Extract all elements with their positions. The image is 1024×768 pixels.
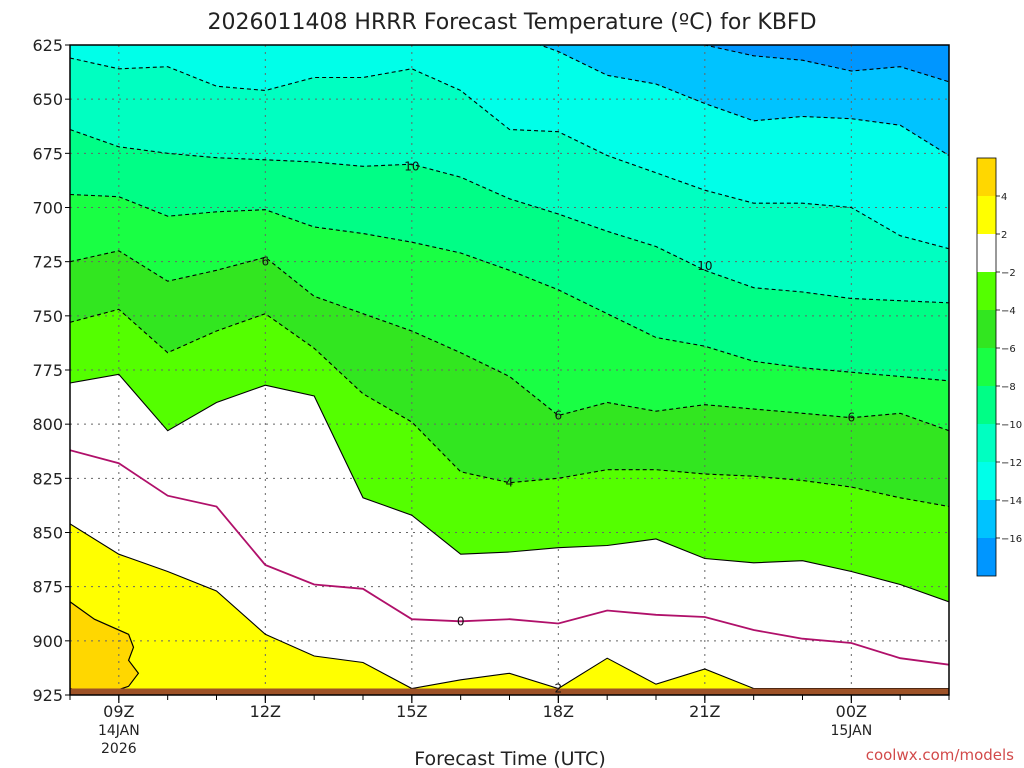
y-tick-label-650: 650 [32,90,63,109]
contour-label-2: 10 [697,259,712,273]
x-axis-label: Forecast Time (UTC) [414,748,605,768]
colorbar-label-6: −10 [1001,420,1022,431]
colorbar-label-1: 2 [1001,230,1007,241]
y-tick-label-900: 900 [32,632,63,651]
colorbar-label-5: −8 [1001,382,1016,393]
x-tick-label-15Z: 15Z [396,702,427,721]
colorbar-bin--18 [977,538,996,576]
colorbar-frame [976,157,997,577]
isotherm--12 [70,57,949,250]
y-tick-label-675: 675 [32,144,63,163]
colorbar-bin--8 [977,348,996,386]
y-tick-label-750: 750 [32,307,63,326]
colorbar-bin-2 [977,196,996,234]
colorbar-label-3: −4 [1001,306,1016,317]
colorbar-label-0: 4 [1001,192,1007,203]
colorbar-bin--10 [977,386,996,424]
temperature-fills [70,45,949,695]
fill-band-below-2 [70,523,949,695]
colorbar-label-8: −14 [1001,496,1022,507]
y-tick-label-850: 850 [32,524,63,543]
fill-band-below-0 [70,450,949,695]
colorbar-bin--14 [977,462,996,500]
chart-title: 2026011408 HRRR Forecast Temperature (ºC… [207,10,816,35]
terrain [70,688,949,695]
colorbar-label-2: −2 [1001,268,1016,279]
x-date-label-09Z-0: 14JAN [98,723,140,739]
colorbar-label-9: −16 [1001,534,1022,545]
y-tick-label-625: 625 [32,36,63,55]
isotherm--6 [70,250,949,432]
contour-label-4: 6 [848,411,856,425]
isotherm-0 [70,449,949,666]
colorbar-bin--2 [977,234,996,272]
x-tick-label-00Z: 00Z [836,702,867,721]
colorbar-bin--16 [977,500,996,538]
y-axis: 625 650 675 700 725 750 775 800 825 850 875 900 925 [32,36,70,705]
contour-label-5: 4 [506,476,514,490]
credit: coolwx.com/models [866,746,1014,764]
y-tick-label-700: 700 [32,199,63,218]
contour-label-0: 10 [404,159,419,173]
terrain-strip [70,688,949,695]
colorbar-bin--6 [977,310,996,348]
colorbar-label-7: −12 [1001,458,1022,469]
isotherm--2 [70,373,949,603]
colorbar-bin--4 [977,272,996,310]
isotherm--10 [70,128,949,304]
colorbar-label-4: −6 [1001,344,1016,355]
contour-label-3: 6 [555,409,563,423]
x-tick-label-12Z: 12Z [250,702,281,721]
contour-labels: 10 6 10 6 6 4 0 2 [262,159,856,696]
colorbar: 4 2 −2 −4 −6 −8 −10 −12 −14 −16 [976,157,1022,577]
contour-label-7: 2 [555,682,563,696]
colorbar-bin-4 [977,158,996,196]
y-tick-label-775: 775 [32,361,63,380]
x-tick-label-21Z: 21Z [689,702,720,721]
y-tick-label-825: 825 [32,469,63,488]
x-tick-label-09Z: 09Z [103,702,134,721]
x-date-label-00Z-0: 15JAN [830,723,872,739]
x-date-label-09Z-1: 2026 [101,741,137,757]
y-tick-label-725: 725 [32,253,63,272]
y-tick-label-800: 800 [32,415,63,434]
y-tick-label-925: 925 [32,686,63,705]
x-axis: 09Z 14JAN 2026 12Z 15Z 18Z 21Z 00Z 15JAN [69,695,950,757]
isotherm--8 [70,193,949,382]
x-tick-label-18Z: 18Z [543,702,574,721]
contour-label-1: 6 [262,255,270,269]
isotherm--16 [702,45,949,83]
isotherm--4 [70,308,949,508]
colorbar-bin--12 [977,424,996,462]
contour-label-6: 0 [457,614,465,628]
y-tick-label-875: 875 [32,578,63,597]
